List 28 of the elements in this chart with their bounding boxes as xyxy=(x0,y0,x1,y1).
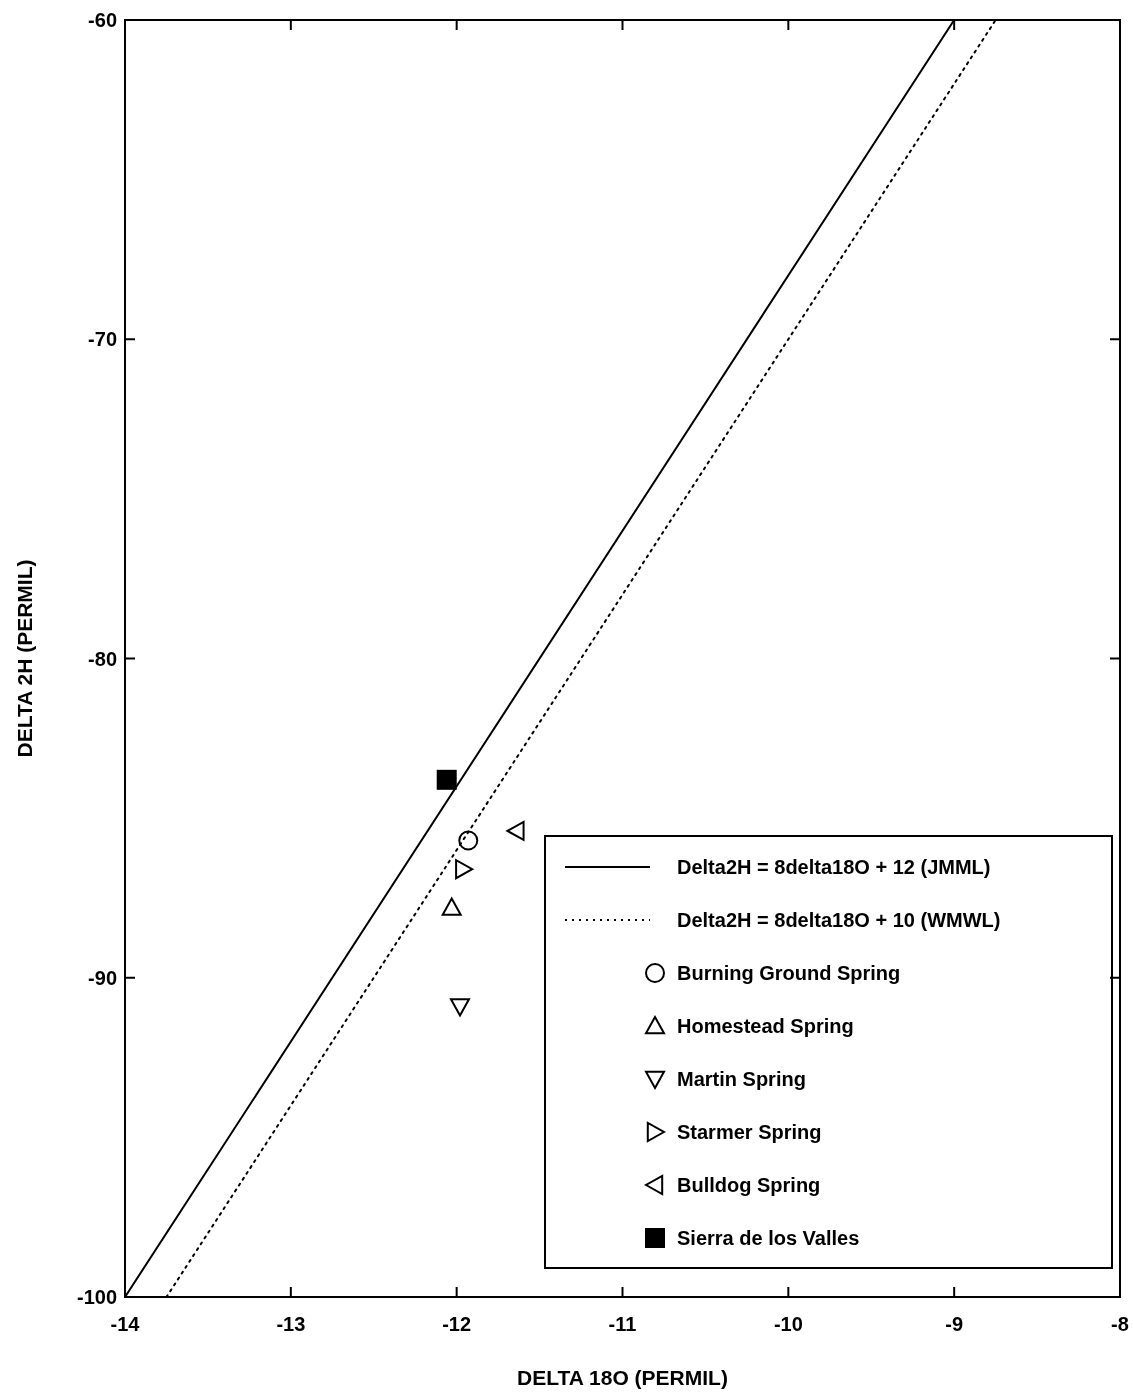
legend-label: Starmer Spring xyxy=(677,1121,822,1143)
x-tick-label: -10 xyxy=(773,1313,803,1335)
y-tick-label: -80 xyxy=(88,647,117,670)
y-tick-label: -60 xyxy=(88,9,117,31)
point xyxy=(436,769,457,790)
x-tick-label: -12 xyxy=(442,1313,472,1335)
x-tick-label: -11 xyxy=(608,1313,637,1335)
legend-label: Delta2H = 8delta18O + 12 (JMML) xyxy=(677,856,991,878)
point xyxy=(506,820,525,841)
legend-label: Sierra de los Valles xyxy=(677,1227,860,1249)
legend-label: Homestead Spring xyxy=(677,1015,854,1037)
point xyxy=(455,859,474,880)
x-tick-label: -14 xyxy=(110,1313,141,1335)
legend-label: Bulldog Spring xyxy=(677,1174,821,1196)
y-tick-label: -90 xyxy=(88,966,117,989)
x-tick-label: -8 xyxy=(1111,1313,1129,1335)
x-tick-label: -13 xyxy=(276,1313,306,1335)
x-tick-label: -9 xyxy=(945,1313,964,1335)
y-axis-title: DELTA 2H (PERMIL) xyxy=(13,559,36,758)
point xyxy=(449,998,470,1017)
point xyxy=(458,830,479,851)
y-tick-label: -100 xyxy=(76,1286,117,1308)
legend-label: Burning Ground Spring xyxy=(677,962,901,984)
legend-label: Martin Spring xyxy=(677,1068,806,1090)
point xyxy=(441,897,462,916)
y-tick-label: -70 xyxy=(88,328,117,351)
x-axis-title: DELTA 18O (PERMIL) xyxy=(517,1366,728,1389)
legend-label: Delta2H = 8delta18O + 10 (WMWL) xyxy=(677,909,1001,931)
